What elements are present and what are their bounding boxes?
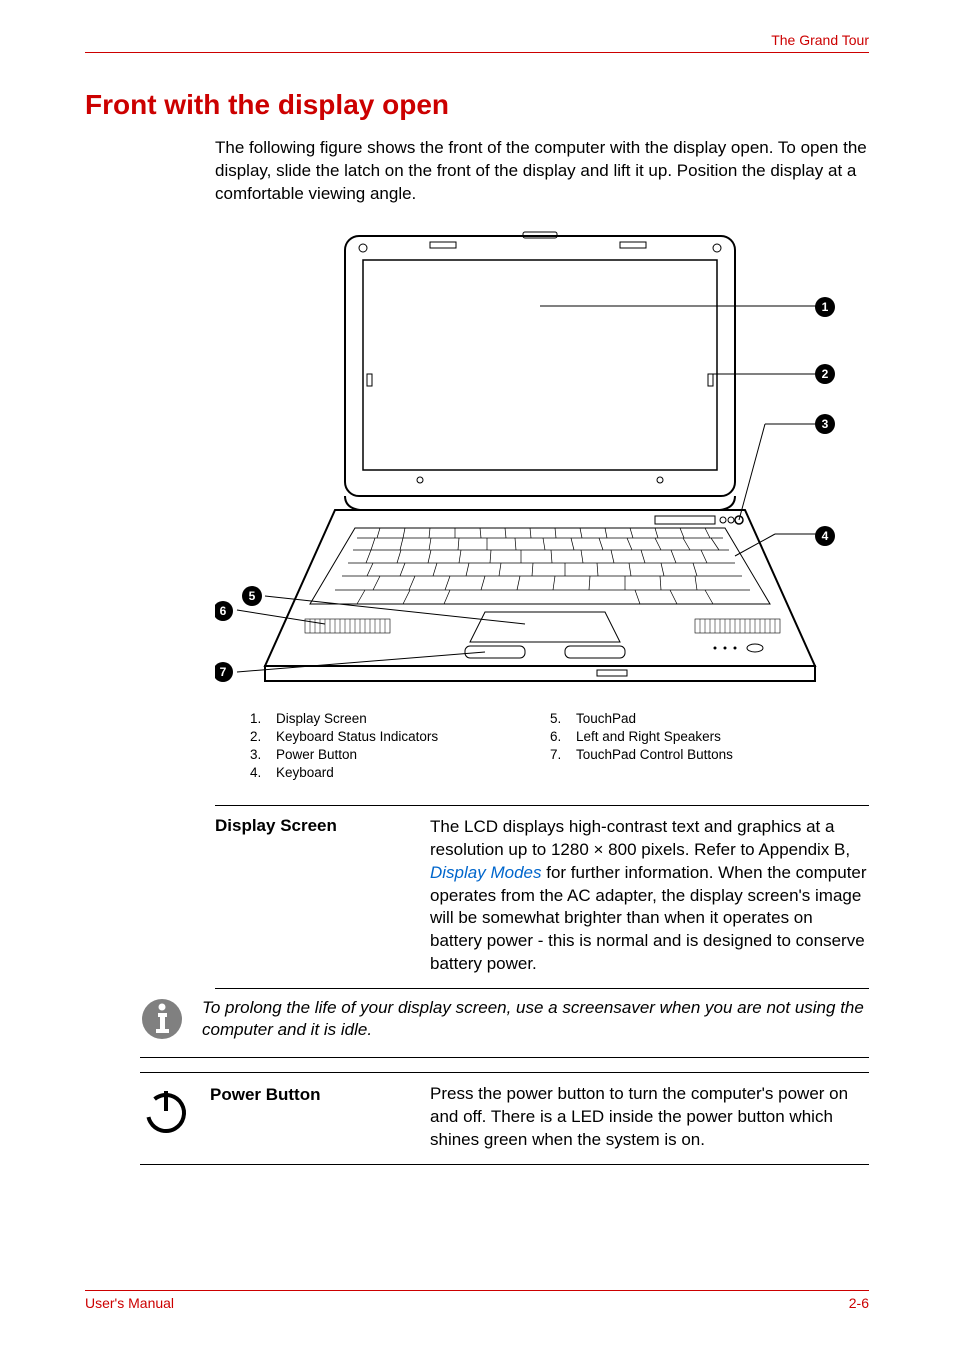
svg-text:7: 7: [220, 665, 227, 679]
footer-manual-label: User's Manual: [85, 1295, 174, 1311]
callout-num: 2.: [250, 728, 276, 746]
info-icon: [140, 997, 184, 1047]
callout-num: 3.: [250, 746, 276, 764]
callout-label: Display Screen: [276, 710, 438, 728]
definition-body: The LCD displays high-contrast text and …: [430, 816, 869, 977]
callout-label: Keyboard: [276, 764, 438, 782]
callout-num: 4.: [250, 764, 276, 782]
definition-display-screen: Display Screen The LCD displays high-con…: [215, 805, 869, 990]
definition-term: Power Button: [210, 1083, 430, 1105]
svg-text:3: 3: [822, 417, 829, 431]
svg-text:5: 5: [249, 589, 256, 603]
callout-num: 7.: [550, 746, 576, 764]
svg-text:6: 6: [220, 604, 227, 618]
page-header: The Grand Tour: [85, 32, 869, 53]
chapter-title: The Grand Tour: [771, 32, 869, 48]
definition-term: Display Screen: [215, 816, 430, 977]
callout-label: Keyboard Status Indicators: [276, 728, 438, 746]
note-text: To prolong the life of your display scre…: [202, 997, 869, 1041]
intro-paragraph: The following figure shows the front of …: [215, 137, 869, 206]
callout-label: TouchPad Control Buttons: [576, 746, 733, 764]
figure-callouts: 1.2.3.4. Display ScreenKeyboard Status I…: [250, 710, 869, 783]
svg-text:4: 4: [822, 529, 829, 543]
svg-text:1: 1: [822, 300, 829, 314]
page-footer: User's Manual 2-6: [85, 1290, 869, 1311]
power-icon: [140, 1083, 210, 1142]
footer-page-number: 2-6: [849, 1295, 869, 1311]
laptop-line-art: 1 2 3 4 5 6 7: [215, 226, 855, 696]
callout-label: TouchPad: [576, 710, 733, 728]
callout-num: 5.: [550, 710, 576, 728]
definition-body: Press the power button to turn the compu…: [430, 1083, 869, 1152]
definition-power-button: Power Button Press the power button to t…: [140, 1072, 869, 1165]
callout-num: 6.: [550, 728, 576, 746]
display-modes-link[interactable]: Display Modes: [430, 863, 542, 882]
callout-label: Power Button: [276, 746, 438, 764]
callout-num: 1.: [250, 710, 276, 728]
def-body-pre: The LCD displays high-contrast text and …: [430, 817, 850, 859]
callout-label: Left and Right Speakers: [576, 728, 733, 746]
svg-text:2: 2: [822, 367, 829, 381]
section-heading: Front with the display open: [85, 89, 869, 121]
note-block: To prolong the life of your display scre…: [140, 993, 869, 1058]
laptop-figure: 1 2 3 4 5 6 7: [215, 226, 869, 706]
